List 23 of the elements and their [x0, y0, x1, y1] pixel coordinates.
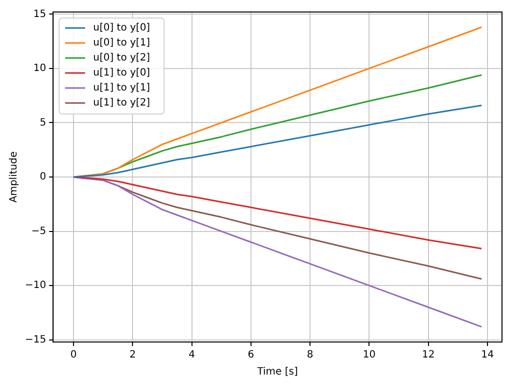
x-tick-label: 0 — [70, 350, 77, 361]
legend-label: u[0] to y[0] — [93, 22, 150, 34]
legend-label: u[1] to y[1] — [93, 82, 150, 94]
x-tick-label: 12 — [422, 350, 435, 361]
y-tick-label: 15 — [33, 8, 46, 20]
x-tick-label: 8 — [306, 350, 314, 361]
x-tick-label: 4 — [188, 350, 195, 361]
y-tick-label: 0 — [40, 172, 46, 183]
x-axis-title: Time [s] — [256, 366, 298, 378]
y-tick-label: −15 — [24, 334, 46, 346]
legend-label: u[0] to y[1] — [93, 38, 150, 49]
y-tick-label: 10 — [33, 63, 46, 74]
y-tick-label: −5 — [31, 226, 46, 237]
x-tick-label: 2 — [129, 350, 136, 361]
legend-label: u[0] to y[2] — [93, 52, 150, 64]
legend-label: u[1] to y[2] — [93, 98, 150, 109]
x-tick-label: 14 — [481, 350, 494, 361]
x-tick-label: 6 — [248, 350, 254, 361]
y-tick-label: 5 — [40, 117, 46, 128]
legend-label: u[1] to y[0] — [93, 68, 150, 79]
y-axis-title: Amplitude — [8, 151, 20, 203]
x-tick-label: 10 — [362, 350, 376, 361]
y-tick-label: −10 — [24, 280, 46, 292]
